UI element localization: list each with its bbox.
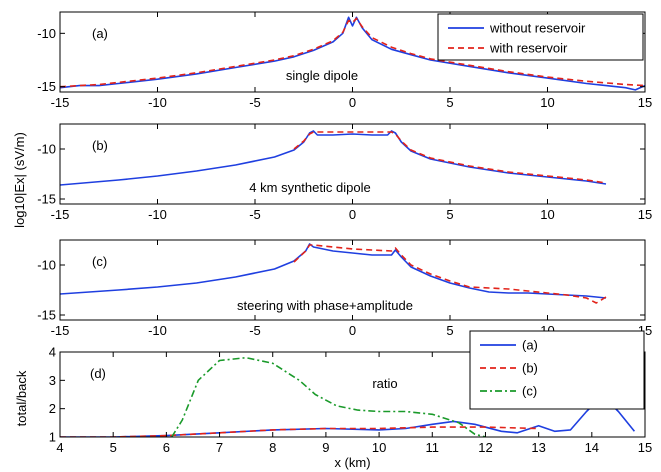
x-tick-label: 11	[426, 440, 440, 455]
x-tick-label: 0	[349, 95, 356, 110]
y-tick-label: -15	[37, 79, 56, 94]
x-tick-label: 7	[216, 440, 223, 455]
x-axis-label: x (km)	[334, 455, 370, 470]
series-line-b-1	[60, 130, 607, 186]
series-line-c-2	[293, 244, 607, 304]
legend-box	[437, 13, 644, 61]
x-tick-label: 10	[540, 207, 554, 222]
x-tick-label: -15	[51, 95, 70, 110]
panel-b: -15 -10 -5 0 5 10 15 -15 -10 (b) 4 km synthetic di…	[37, 123, 652, 222]
y-tick-label: -15	[37, 308, 56, 323]
y-axis-label: total/back	[14, 370, 29, 426]
x-tick-label: -10	[148, 323, 167, 338]
y-tick-label: 2	[49, 401, 56, 416]
panel-label: (b)	[92, 138, 108, 153]
x-tick-label: -5	[249, 207, 261, 222]
y-tick-label: -10	[37, 258, 56, 273]
y-tick-label: 4	[49, 345, 56, 360]
series-line-a-2	[60, 17, 645, 88]
legend-label: with reservoir	[489, 41, 568, 56]
axes-frame	[59, 351, 646, 438]
panel-annotation: steering with phase+amplitude	[237, 298, 413, 313]
x-tick-label: -15	[51, 323, 70, 338]
x-tick-label: 0	[349, 323, 356, 338]
x-tick-label: 5	[446, 95, 453, 110]
x-tick-label: 13	[531, 440, 545, 455]
y-tick-label: 1	[49, 430, 56, 445]
panel-annotation: 4 km synthetic dipole	[249, 180, 370, 195]
panel-label: (a)	[92, 26, 108, 41]
x-tick-label: 15	[638, 207, 652, 222]
x-tick-label: 12	[478, 440, 492, 455]
panel-annotation: single dipole	[286, 68, 358, 83]
shared-y-axis-label: log10|Ex| (sV/m)	[12, 132, 27, 228]
series-line-c-1	[60, 243, 607, 299]
legend-label: without reservoir	[489, 21, 586, 36]
x-tick-label: 6	[163, 440, 170, 455]
x-tick-label: 14	[585, 440, 599, 455]
x-tick-label: -10	[148, 95, 167, 110]
x-tick-label: 9	[322, 440, 329, 455]
panel-a: -15 -10 -5 0 5 10 15 -15 -10 (a) single dipole with…	[37, 11, 652, 110]
x-tick-label: 15	[638, 440, 652, 455]
legend-box	[469, 330, 645, 410]
legend-label: (c)	[522, 384, 537, 399]
legend-label: (a)	[522, 338, 538, 353]
x-tick-label: 0	[349, 207, 356, 222]
x-tick-label: -10	[148, 207, 167, 222]
y-tick-label: 3	[49, 373, 56, 388]
series-line-b-2	[293, 131, 607, 184]
panel-label: (c)	[92, 254, 107, 269]
y-tick-label: -10	[37, 26, 56, 41]
x-tick-label: -5	[249, 323, 261, 338]
x-tick-label: -15	[51, 207, 70, 222]
x-tick-label: 10	[540, 95, 554, 110]
x-tick-label: 5	[446, 323, 453, 338]
panels: -15 -10 -5 0 5 10 15-15-10 (a)single dipolewith…	[14, 11, 652, 470]
x-tick-label: 5	[110, 440, 117, 455]
x-tick-label: -5	[249, 95, 261, 110]
x-tick-label: 8	[269, 440, 276, 455]
series-line-d-3	[171, 356, 486, 437]
legend-label: (b)	[522, 361, 538, 376]
x-tick-label: 10	[372, 440, 386, 455]
panel-label: (d)	[90, 366, 106, 381]
y-tick-label: -10	[37, 142, 56, 157]
x-tick-label: 15	[638, 95, 652, 110]
x-tick-label: 4	[56, 440, 63, 455]
panel-annotation: ratio	[372, 376, 397, 391]
x-tick-label: 5	[446, 207, 453, 222]
y-tick-label: -15	[37, 192, 56, 207]
